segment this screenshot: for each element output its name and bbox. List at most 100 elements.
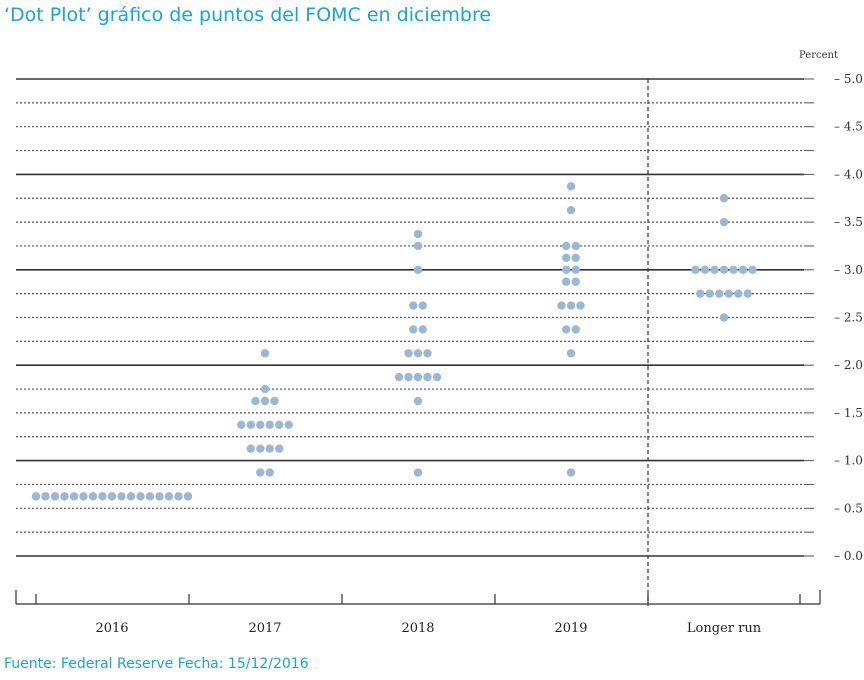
participant-dot bbox=[136, 492, 145, 501]
participant-dot bbox=[409, 325, 418, 334]
participant-dot bbox=[719, 265, 729, 274]
y-tick-label: – 4.0 bbox=[834, 167, 863, 181]
y-axis-unit-label: Percent bbox=[799, 50, 838, 61]
participant-dot bbox=[423, 372, 432, 382]
participant-dot bbox=[404, 349, 413, 358]
participant-dot bbox=[237, 420, 246, 430]
y-tick-label: – 1.0 bbox=[834, 454, 863, 468]
participant-dot bbox=[571, 241, 580, 251]
participant-dot bbox=[413, 349, 423, 358]
participant-dot bbox=[557, 301, 566, 310]
participant-dot bbox=[418, 301, 427, 310]
x-axis: 2016 2017 2018 2019 Longer run bbox=[15, 590, 821, 636]
x-category-label: 2016 bbox=[95, 621, 128, 636]
participant-dot bbox=[418, 325, 427, 334]
participant-dot bbox=[413, 265, 423, 274]
participant-dot bbox=[705, 289, 714, 298]
participant-dot bbox=[413, 468, 423, 477]
participant-dot bbox=[566, 349, 576, 358]
participant-dot bbox=[265, 444, 274, 453]
participant-dot bbox=[256, 420, 265, 430]
participant-dot bbox=[69, 492, 79, 501]
participant-dot bbox=[748, 265, 757, 274]
participant-dot bbox=[562, 325, 571, 334]
participant-dot bbox=[265, 420, 274, 430]
participant-dot bbox=[79, 492, 88, 501]
y-tick-label: – 2.5 bbox=[834, 311, 863, 325]
participant-dot bbox=[183, 492, 193, 501]
participant-dot bbox=[571, 325, 580, 334]
participant-dot bbox=[265, 468, 274, 477]
participant-dot bbox=[394, 372, 404, 382]
participant-dot bbox=[566, 301, 576, 310]
x-category-label: 2018 bbox=[401, 621, 434, 636]
participant-dot bbox=[432, 372, 442, 382]
participant-dot bbox=[409, 301, 418, 310]
participant-dot bbox=[413, 241, 423, 251]
participant-dot bbox=[566, 205, 576, 215]
participant-dot bbox=[562, 265, 571, 274]
participant-dot bbox=[256, 444, 265, 453]
participant-dot bbox=[571, 265, 580, 274]
y-tick-label: – 1.5 bbox=[834, 406, 863, 420]
participant-dot bbox=[270, 396, 279, 406]
x-category-label: 2017 bbox=[248, 621, 281, 636]
grid-lines: – 0.0 – 0.5 – 1.0 – 1.5 – 2.0 – 2.5 – 3.0 – 3.5… bbox=[16, 72, 863, 606]
participant-dot bbox=[562, 241, 571, 251]
participant-dot bbox=[275, 420, 284, 430]
participant-dot bbox=[251, 396, 260, 406]
participant-dot bbox=[562, 253, 571, 263]
participant-dot bbox=[256, 468, 265, 477]
participant-dot bbox=[710, 265, 719, 274]
participant-dot bbox=[155, 492, 164, 501]
participant-dot bbox=[566, 182, 576, 191]
y-tick-label: – 0.0 bbox=[834, 549, 863, 563]
participant-dot bbox=[423, 349, 432, 358]
participant-dot bbox=[164, 492, 174, 501]
participant-dot bbox=[246, 444, 255, 453]
participant-dot bbox=[404, 372, 413, 382]
participant-dot bbox=[413, 396, 423, 406]
y-tick-label: – 2.0 bbox=[834, 358, 863, 372]
participant-dot bbox=[738, 265, 748, 274]
participant-dot bbox=[260, 384, 270, 394]
participant-dot bbox=[107, 492, 117, 501]
participant-dot bbox=[571, 277, 580, 286]
y-tick-label: – 0.5 bbox=[834, 501, 863, 515]
participant-dot bbox=[729, 265, 738, 274]
participant-dot bbox=[696, 289, 705, 298]
participant-dot bbox=[700, 265, 710, 274]
participant-dot bbox=[562, 277, 571, 286]
y-tick-label: – 5.0 bbox=[834, 72, 863, 86]
participant-dot bbox=[145, 492, 155, 501]
participant-dot bbox=[715, 289, 724, 298]
participant-dot bbox=[31, 492, 41, 501]
participant-dot bbox=[126, 492, 136, 501]
participant-dot bbox=[284, 420, 293, 430]
participant-dot bbox=[719, 217, 729, 227]
dots-layer bbox=[31, 182, 757, 501]
participant-dot bbox=[413, 372, 423, 382]
y-tick-label: – 4.5 bbox=[834, 120, 863, 134]
x-category-label: 2019 bbox=[554, 621, 587, 636]
participant-dot bbox=[413, 229, 423, 239]
participant-dot bbox=[41, 492, 50, 501]
participant-dot bbox=[60, 492, 69, 501]
participant-dot bbox=[743, 289, 752, 298]
participant-dot bbox=[88, 492, 98, 501]
y-tick-label: – 3.0 bbox=[834, 263, 863, 277]
participant-dot bbox=[174, 492, 183, 501]
participant-dot bbox=[260, 396, 270, 406]
participant-dot bbox=[576, 301, 585, 310]
participant-dot bbox=[98, 492, 107, 501]
participant-dot bbox=[719, 313, 729, 322]
participant-dot bbox=[275, 444, 284, 453]
participant-dot bbox=[50, 492, 60, 501]
participant-dot bbox=[571, 253, 580, 263]
participant-dot bbox=[566, 468, 576, 477]
x-category-label: Longer run bbox=[687, 621, 762, 636]
chart-title: ‘Dot Plot’ gráfico de puntos del FOMC en… bbox=[4, 4, 492, 26]
participant-dot bbox=[724, 289, 733, 298]
participant-dot bbox=[691, 265, 700, 274]
